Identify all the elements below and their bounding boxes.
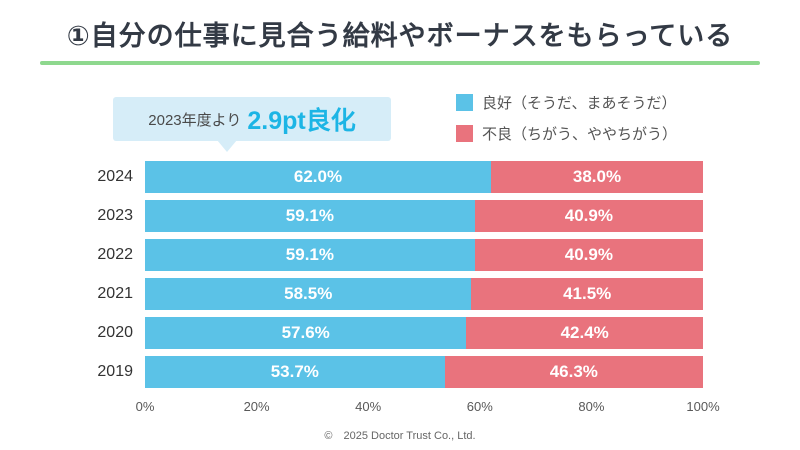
bar-track: 58.5% 41.5%	[145, 278, 703, 310]
legend-swatch-good	[456, 94, 473, 111]
badge-highlight-text: 2.9pt良化	[247, 107, 356, 135]
year-label: 2023	[97, 207, 133, 224]
x-axis: 0% 20% 40% 60% 80% 100%	[136, 395, 720, 417]
x-axis-tick: 0%	[135, 399, 155, 414]
bar-value-label: 41.5%	[563, 284, 612, 303]
legend-item-bad: 不良（ちがう、ややちがう）	[456, 123, 677, 144]
bar-segment: 58.5%	[145, 278, 472, 310]
x-axis-tick: 20%	[243, 399, 270, 414]
x-axis-tick: 60%	[466, 399, 493, 414]
chart-rows: 2024 62.0% 38.0% 2023 59.1% 40.9% 2022 59.1% 40.…	[75, 161, 703, 388]
legend-label-bad: 不良（ちがう、ややちがう）	[482, 126, 678, 143]
chart-row: 2023 59.1% 40.9%	[75, 200, 703, 232]
bar-value-label: 57.6%	[281, 323, 330, 342]
bar-track: 57.6% 42.4%	[145, 317, 703, 349]
bar-track: 59.1% 40.9%	[145, 200, 703, 232]
bar-segment: 42.4%	[466, 317, 703, 349]
page-title: ①自分の仕事に見合う給料やボーナスをもらっている	[66, 21, 734, 51]
bar-value-label: 46.3%	[549, 362, 598, 381]
bar-segment: 59.1%	[145, 239, 475, 271]
bar-value-label: 53.7%	[270, 362, 319, 381]
bar-value-label: 40.9%	[564, 206, 613, 225]
bar-value-label: 40.9%	[564, 245, 613, 264]
improvement-badge: 2023年度より 2.9pt良化	[113, 97, 391, 152]
stacked-bar-chart: 2024 62.0% 38.0% 2023 59.1% 40.9% 2022 59.1% 40.…	[75, 161, 720, 417]
footer-credit: © 2025 Doctor Trust Co., Ltd.	[324, 430, 476, 442]
bar-segment: 38.0%	[490, 161, 703, 193]
year-label: 2021	[97, 285, 133, 302]
x-axis-tick: 100%	[686, 399, 720, 414]
bar-segment: 40.9%	[474, 200, 703, 232]
bar-track: 53.7% 46.3%	[145, 356, 703, 388]
legend-item-good: 良好（そうだ、まあそうだ）	[456, 92, 677, 113]
year-label: 2019	[97, 363, 133, 380]
bar-value-label: 42.4%	[560, 323, 609, 342]
chart-legend: 良好（そうだ、まあそうだ） 不良（ちがう、ややちがう）	[456, 92, 677, 144]
chart-row: 2021 58.5% 41.5%	[75, 278, 703, 310]
chart-row: 2024 62.0% 38.0%	[75, 161, 703, 193]
bar-segment: 62.0%	[145, 161, 491, 193]
chart-row: 2020 57.6% 42.4%	[75, 317, 703, 349]
bar-segment: 53.7%	[145, 356, 445, 388]
bar-segment: 46.3%	[444, 356, 703, 388]
badge-prefix-text: 2023年度より	[148, 111, 242, 129]
bar-track: 59.1% 40.9%	[145, 239, 703, 271]
chart-row: 2019 53.7% 46.3%	[75, 356, 703, 388]
year-label: 2024	[97, 168, 133, 185]
bar-segment: 57.6%	[145, 317, 467, 349]
title-underline	[40, 61, 760, 65]
year-label: 2020	[97, 324, 133, 341]
x-axis-tick: 40%	[355, 399, 382, 414]
bar-value-label: 59.1%	[285, 206, 334, 225]
bar-track: 62.0% 38.0%	[145, 161, 703, 193]
bar-value-label: 59.1%	[285, 245, 334, 264]
x-axis-tick: 80%	[578, 399, 605, 414]
bar-value-label: 58.5%	[284, 284, 333, 303]
bar-value-label: 62.0%	[293, 167, 343, 186]
bar-segment: 41.5%	[471, 278, 703, 310]
year-label: 2022	[97, 246, 133, 263]
legend-swatch-bad	[456, 125, 473, 142]
bar-value-label: 38.0%	[572, 167, 622, 186]
chart-row: 2022 59.1% 40.9%	[75, 239, 703, 271]
legend-label-good: 良好（そうだ、まあそうだ）	[482, 95, 677, 112]
bar-segment: 59.1%	[145, 200, 475, 232]
bar-segment: 40.9%	[474, 239, 703, 271]
badge-pointer-triangle	[217, 140, 237, 152]
